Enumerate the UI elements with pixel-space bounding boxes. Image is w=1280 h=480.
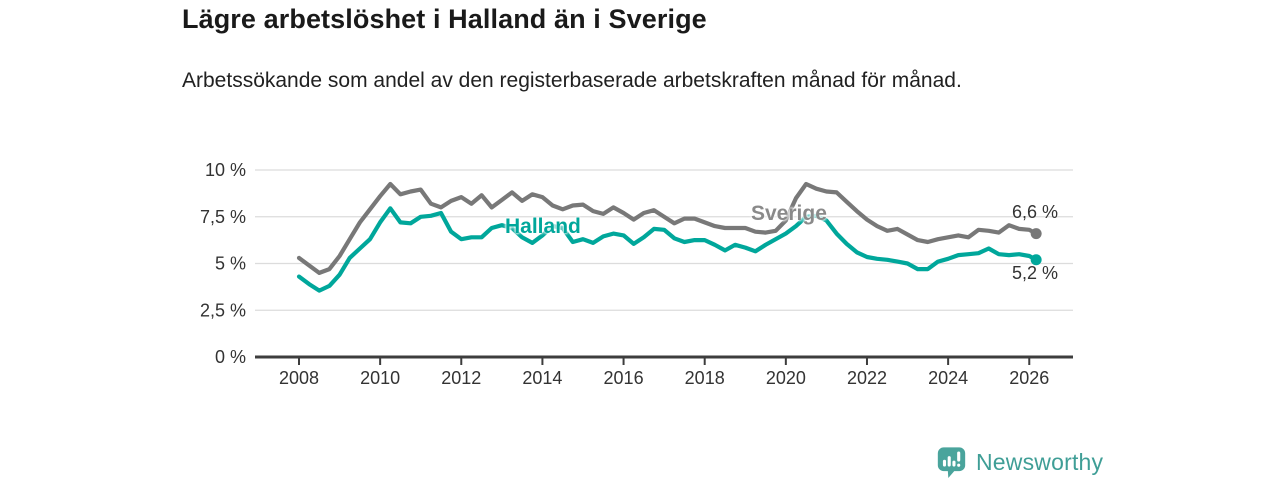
y-tick-label: 0 %	[215, 347, 246, 367]
series-line-halland	[296, 206, 1039, 293]
x-tick-label: 2014	[522, 368, 562, 388]
logo-exclamation-bar	[957, 451, 961, 462]
x-tick-label: 2022	[847, 368, 887, 388]
series-end-dot-halland	[1030, 254, 1042, 266]
logo-bar-2	[947, 456, 951, 467]
x-tick-label: 2026	[1009, 368, 1049, 388]
y-tick-label: 10 %	[205, 160, 246, 180]
x-tick-label: 2018	[685, 368, 725, 388]
chart-title: Lägre arbetslöshet i Halland än i Sverig…	[182, 4, 707, 34]
end-value-label-halland: 5,2 %	[1012, 263, 1059, 283]
logo-bar-1	[942, 459, 947, 467]
logo-bar-3	[952, 460, 956, 467]
series-end-dot-sverige	[1030, 228, 1042, 240]
chart-subtitle: Arbetssökande som andel av den registerb…	[182, 69, 962, 92]
series-label-halland: Halland	[505, 215, 581, 238]
logo-bubble-shape	[937, 447, 966, 478]
series-line-sverige	[296, 181, 1039, 275]
series-label-sverige: Sverige	[751, 202, 827, 225]
y-tick-label: 2,5 %	[200, 300, 246, 320]
x-tick-label: 2010	[360, 368, 400, 388]
x-tick-label: 2024	[928, 368, 968, 388]
end-value-label-sverige: 6,6 %	[1012, 202, 1059, 222]
y-tick-label: 7,5 %	[200, 207, 246, 227]
newsworthy-logo: Newsworthy	[936, 445, 1103, 479]
newsworthy-logo-icon	[937, 447, 966, 478]
newsworthy-logo-text: Newsworthy	[976, 448, 1104, 475]
x-tick-label: 2008	[279, 368, 319, 388]
logo-exclamation-dot	[957, 463, 961, 467]
x-tick-label: 2016	[604, 368, 644, 388]
x-tick-label: 2012	[441, 368, 481, 388]
x-tick-label: 2020	[766, 368, 806, 388]
y-tick-label: 5 %	[215, 254, 246, 274]
